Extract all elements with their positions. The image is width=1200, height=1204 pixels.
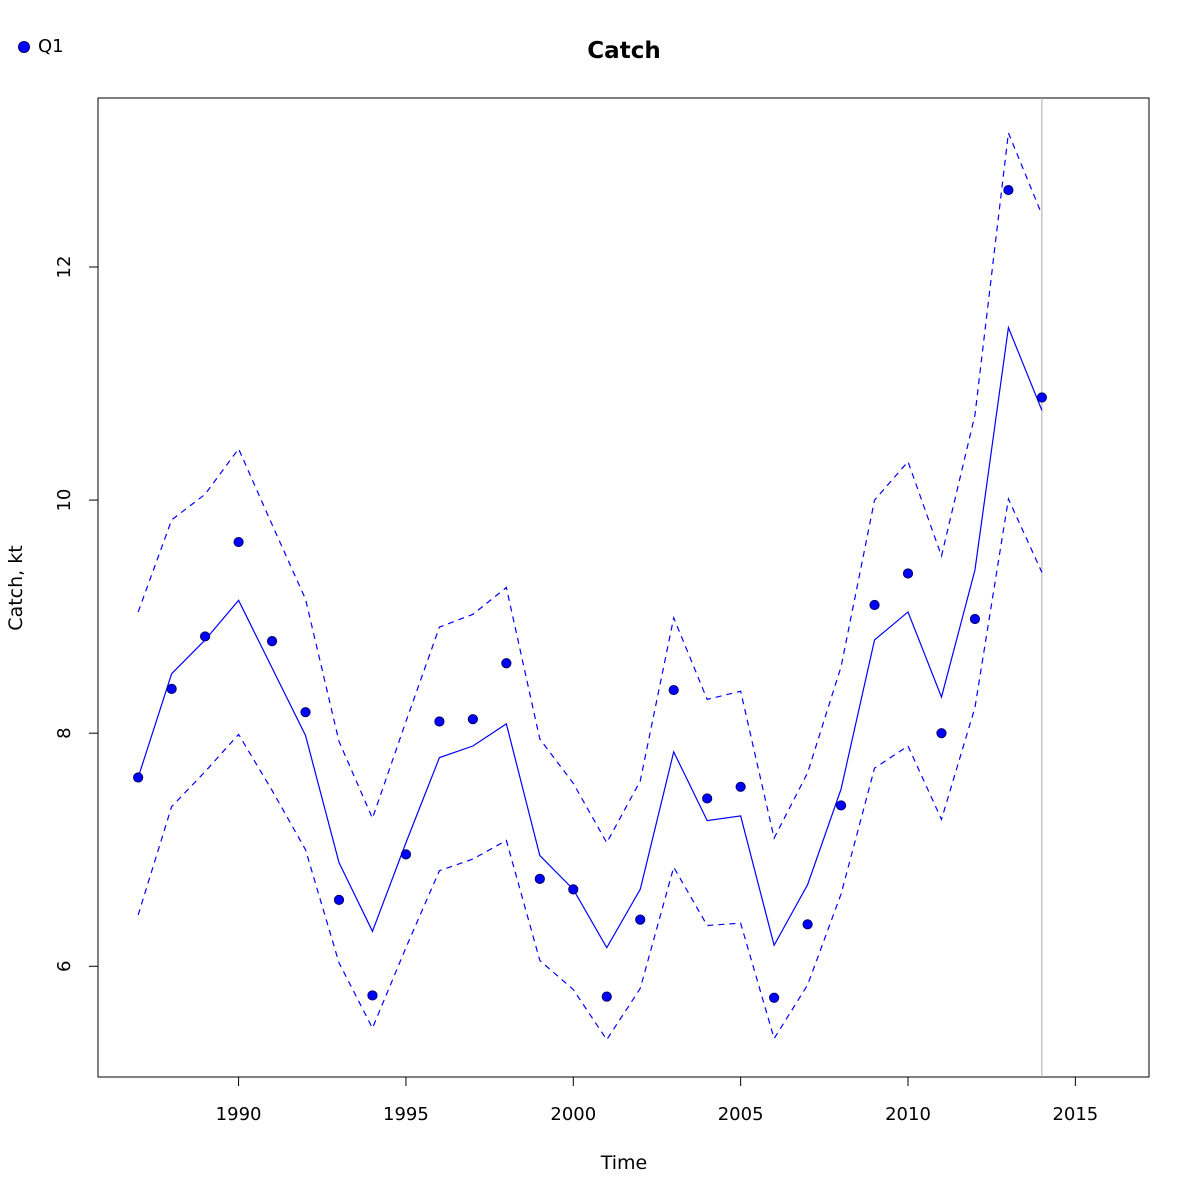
data-point <box>802 919 813 930</box>
data-point <box>266 636 278 647</box>
data-point <box>300 707 311 718</box>
data-point <box>333 894 345 905</box>
x-tick-label: 2005 <box>718 1104 764 1125</box>
series-line-fit <box>137 325 1043 949</box>
data-point <box>1003 184 1014 196</box>
data-point <box>735 781 746 792</box>
data-point <box>936 728 947 739</box>
legend-label-q1: Q1 <box>38 36 64 57</box>
legend-marker-q1 <box>18 40 30 53</box>
series-line-lower-bound <box>137 496 1043 1041</box>
data-point <box>969 613 981 625</box>
data-point <box>200 631 211 642</box>
data-point <box>635 914 646 925</box>
x-tick-label: 2015 <box>1052 1104 1098 1125</box>
data-point <box>133 772 144 783</box>
data-point <box>233 536 244 548</box>
legend: Q1 <box>18 36 64 57</box>
y-axis-label: Catch, kt <box>5 545 27 630</box>
y-tick-label: 8 <box>54 727 75 738</box>
data-point <box>1036 392 1047 403</box>
data-point <box>568 884 579 895</box>
data-point <box>869 599 880 611</box>
data-point <box>434 716 445 727</box>
data-point <box>501 658 512 669</box>
data-point <box>601 991 612 1002</box>
data-point <box>534 873 545 884</box>
data-point <box>400 849 412 860</box>
data-point <box>367 990 378 1001</box>
x-tick-label: 2000 <box>550 1104 596 1125</box>
series-line-upper-bound <box>137 130 1043 844</box>
plot-frame <box>97 97 1150 1078</box>
data-point <box>769 992 780 1003</box>
data-point <box>835 800 847 811</box>
data-point <box>668 684 679 696</box>
data-point <box>467 714 478 725</box>
y-tick-label: 10 <box>54 489 75 512</box>
y-tick-label: 6 <box>54 961 75 972</box>
data-point <box>902 568 914 579</box>
data-point <box>702 793 713 804</box>
data-point <box>166 683 177 694</box>
x-axis-label: Time <box>600 1152 648 1174</box>
x-tick-label: 1990 <box>216 1104 262 1125</box>
chart-title: Catch <box>587 38 660 64</box>
y-tick-label: 12 <box>54 256 75 279</box>
x-tick-label: 1995 <box>383 1104 429 1125</box>
x-tick-label: 2010 <box>885 1104 931 1125</box>
